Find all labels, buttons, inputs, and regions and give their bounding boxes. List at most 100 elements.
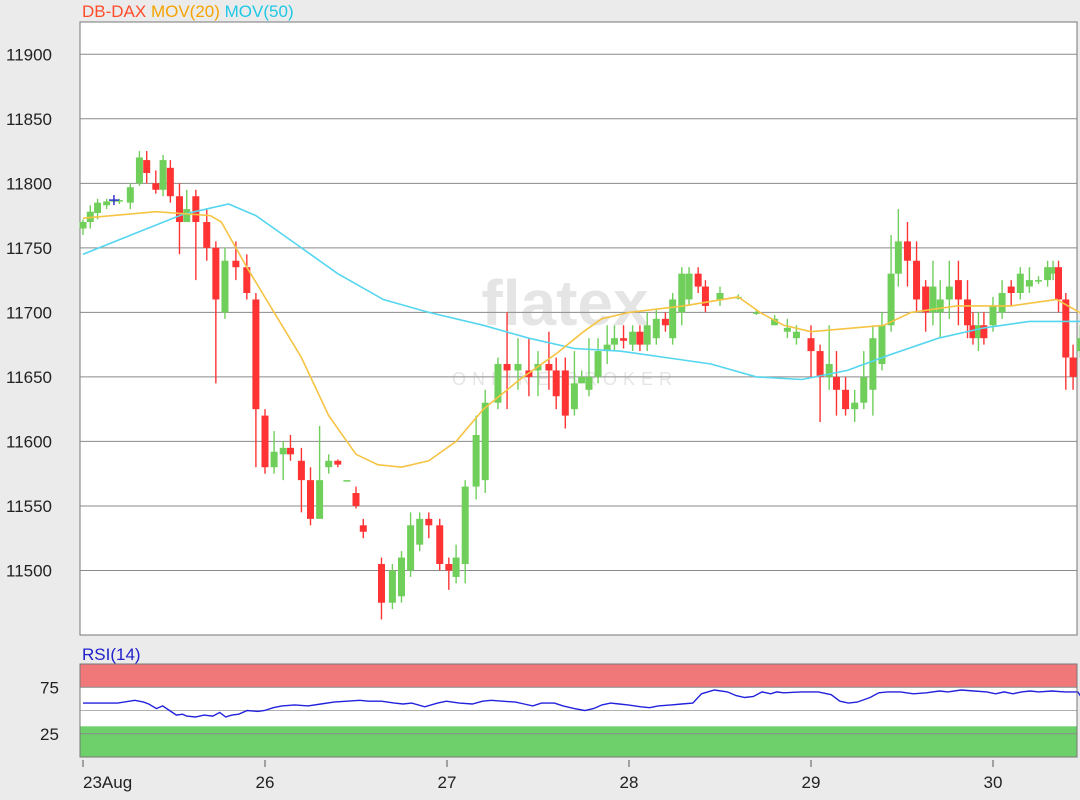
x-tick-label: 30: [984, 773, 1003, 792]
candle-down: [377, 564, 385, 603]
candle-up: [1044, 267, 1052, 281]
candle-up: [1049, 267, 1057, 274]
candle-up: [783, 327, 791, 332]
candle-down: [166, 167, 174, 197]
candle-up: [974, 325, 982, 339]
candle-down: [620, 338, 628, 341]
candle-down: [261, 415, 269, 468]
candle-up: [1035, 280, 1042, 282]
candle-up: [407, 525, 415, 571]
candle-up: [752, 312, 760, 314]
mov20-line: [82, 210, 1080, 469]
candle-up: [461, 486, 469, 565]
candle-down: [232, 260, 240, 268]
legend-mov20: MOV(20): [146, 2, 220, 21]
legend-mov50: MOV(50): [219, 2, 294, 21]
candle-down: [1069, 357, 1077, 377]
candle-down: [352, 493, 360, 506]
x-tick-label: 28: [620, 773, 639, 792]
x-tick-label: 26: [256, 773, 275, 792]
candle-up: [860, 376, 868, 403]
candle-up: [1016, 273, 1024, 294]
candle-down: [661, 318, 669, 326]
price-y-tick-label: 11750: [6, 239, 52, 258]
candle-down: [954, 280, 962, 300]
candle-up: [878, 325, 886, 364]
candle-down: [445, 564, 453, 571]
candle-up: [183, 209, 191, 223]
candle-up: [115, 200, 123, 202]
price-y-tick-label: 11650: [6, 368, 52, 387]
candle-up: [126, 187, 134, 203]
candle-up: [669, 299, 677, 339]
candle-up: [1025, 280, 1033, 287]
candle-up: [578, 376, 586, 384]
candle-down: [694, 273, 702, 287]
candle-up: [652, 318, 660, 339]
candle-down: [212, 247, 220, 300]
candle-up: [594, 351, 602, 377]
price-y-tick-label: 11700: [6, 303, 52, 322]
candle-up: [685, 273, 693, 300]
candle-down: [192, 196, 200, 223]
rsi-legend: RSI(14): [82, 645, 141, 664]
candle-up: [945, 286, 953, 300]
candle-up: [825, 363, 833, 377]
x-tick-label: 23Aug: [83, 773, 132, 792]
candle-down: [1055, 267, 1063, 300]
candle-down: [969, 325, 977, 339]
candle-down: [903, 241, 911, 261]
price-y-tick-label: 11550: [6, 497, 52, 516]
candle-down: [832, 376, 840, 390]
candle-up: [887, 273, 895, 326]
rsi-y-tick-label: 25: [40, 725, 59, 744]
candle-up: [270, 451, 278, 468]
rsi-frame: [79, 663, 1078, 758]
price-grid: [79, 21, 1078, 636]
candle-up: [643, 325, 651, 345]
candle-up: [316, 480, 324, 519]
candle-down: [980, 325, 988, 339]
candle-up: [481, 402, 489, 481]
candle-up: [929, 286, 937, 313]
price-y-tick-label: 11800: [6, 174, 52, 193]
candle-up: [629, 331, 637, 345]
candle-down: [436, 525, 444, 565]
candle-down: [964, 299, 972, 326]
candle-up: [678, 273, 686, 313]
candle-down: [359, 525, 367, 532]
price-candles: [79, 151, 1080, 620]
candle-down: [561, 370, 569, 416]
candle-up: [325, 460, 333, 468]
price-plot-area: [79, 21, 1078, 636]
rsi-y-tick-label: 75: [40, 678, 59, 697]
price-y-tick-label: 11850: [6, 110, 52, 129]
candle-up: [103, 201, 111, 206]
candle-up: [221, 260, 229, 313]
rsi-line: [83, 689, 1080, 718]
candle-up: [416, 518, 424, 545]
candle-down: [922, 286, 930, 313]
price-y-tick-label: 11600: [6, 432, 52, 451]
candle-down: [143, 160, 151, 173]
candle-down: [701, 286, 709, 306]
candle-up: [792, 331, 800, 339]
chart-legend: DB-DAX MOV(20) MOV(50): [82, 2, 294, 22]
candle-up: [851, 402, 859, 410]
candle-up: [869, 338, 877, 390]
candle-up: [936, 299, 944, 313]
x-tick-label: 27: [438, 773, 457, 792]
candle-up: [343, 480, 351, 482]
candle-up: [894, 241, 902, 274]
candle-down: [1062, 299, 1070, 358]
candle-down: [152, 183, 160, 190]
candle-up: [472, 434, 480, 487]
candle-up: [771, 318, 779, 326]
candle-down: [1007, 286, 1015, 294]
candle-down: [913, 260, 921, 300]
candle-down: [636, 331, 644, 345]
candle-down: [297, 460, 305, 481]
candle-down: [334, 460, 342, 465]
candle-up: [388, 570, 396, 603]
